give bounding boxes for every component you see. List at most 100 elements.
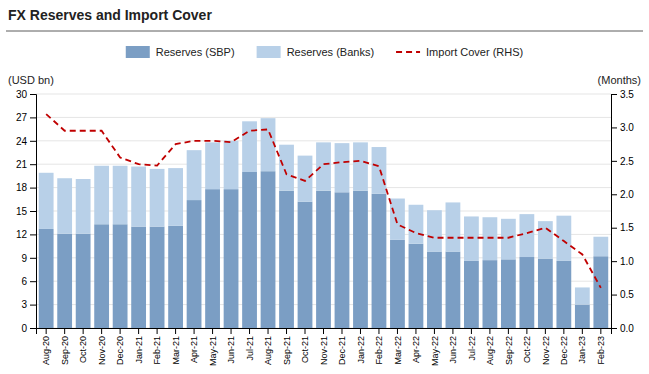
tick-label: Jul-22 (467, 336, 477, 361)
bar (205, 142, 220, 189)
tick: 24 (16, 136, 36, 147)
tick: Apr-22 (411, 328, 421, 363)
tick: 15 (16, 206, 36, 217)
tick-mark (600, 328, 601, 334)
marks (39, 114, 608, 328)
tick: Jun-22 (448, 328, 458, 364)
grid-line (36, 140, 611, 141)
tick-label: Oct-20 (78, 336, 88, 363)
tick: Aug-20 (41, 328, 51, 365)
bar (168, 226, 183, 328)
tick-mark (397, 328, 398, 334)
tick: 6 (21, 276, 36, 287)
bar (372, 194, 387, 328)
bar (409, 205, 424, 244)
legend-swatch (257, 46, 281, 58)
tick: 12 (16, 229, 36, 240)
tick-mark (30, 305, 36, 306)
tick-label: Nov-22 (541, 336, 551, 365)
tick: 18 (16, 182, 36, 193)
tick-label: 21 (16, 159, 28, 170)
bar (279, 145, 294, 191)
tick-mark (30, 234, 36, 235)
bar (446, 252, 461, 328)
bar-series (39, 118, 608, 304)
tick: Aug-22 (485, 328, 495, 365)
tick-label: 2.0 (620, 189, 634, 200)
bar (224, 189, 239, 328)
tick-label: May-21 (208, 336, 218, 366)
tick-label: Oct-22 (522, 336, 532, 363)
tick-mark (452, 328, 453, 334)
tick-mark (526, 328, 527, 334)
tick-mark (30, 94, 36, 95)
tick-mark (194, 328, 195, 334)
tick-mark (138, 328, 139, 334)
tick-label: 2.5 (620, 156, 634, 167)
tick-mark (360, 328, 361, 334)
tick-mark (489, 328, 490, 334)
bar (519, 214, 534, 257)
bar (335, 192, 350, 328)
tick-label: 3.0 (620, 122, 634, 133)
tick: Jul-21 (245, 328, 255, 361)
bar (372, 147, 387, 194)
tick: 1.0 (611, 256, 634, 267)
tick-mark (30, 164, 36, 165)
tick-label: 1.5 (620, 222, 634, 233)
bar (316, 142, 331, 190)
tick-label: Jun-22 (448, 336, 458, 364)
legend-swatch (126, 46, 150, 58)
tick-label: 9 (21, 253, 27, 264)
tick-mark (46, 328, 47, 334)
tick: 21 (16, 159, 36, 170)
tick: Sep-22 (504, 328, 514, 365)
plot: 0369121518212427300.00.51.01.52.02.53.03… (16, 89, 634, 366)
tick: May-21 (208, 328, 218, 366)
tick-label: Feb-23 (596, 336, 606, 365)
bar (150, 169, 165, 227)
bar (427, 210, 442, 251)
tick-mark (120, 328, 121, 334)
bar (298, 202, 313, 328)
tick: Feb-22 (374, 328, 384, 365)
axis-line (30, 95, 37, 329)
tick-label: Jan-22 (356, 336, 366, 364)
bar (94, 224, 109, 328)
bar (279, 191, 294, 328)
bar (483, 260, 498, 328)
tick-label: 18 (16, 182, 28, 193)
tick: Sep-21 (282, 328, 292, 365)
bar (538, 259, 553, 328)
bar (242, 172, 257, 328)
axis: 036912151821242730 (16, 89, 37, 334)
tick-mark (611, 94, 617, 95)
legend-item: Import Cover (RHS) (396, 46, 523, 58)
tick-mark (611, 161, 617, 162)
tick-label: Nov-20 (97, 336, 107, 365)
bar (261, 171, 276, 328)
axis-title: (USD bn) (8, 74, 54, 86)
tick: Dec-22 (559, 328, 569, 365)
bar (57, 234, 72, 328)
tick-mark (286, 328, 287, 334)
tick-label: Dec-21 (337, 336, 347, 365)
tick-label: Mar-22 (393, 336, 403, 365)
tick-mark (508, 328, 509, 334)
tick-mark (30, 281, 36, 282)
tick-label: Jan-23 (577, 336, 587, 364)
legend-item: Reserves (SBP) (126, 46, 235, 58)
tick-mark (64, 328, 65, 334)
tick: Nov-20 (97, 328, 107, 365)
bar (464, 261, 479, 328)
tick-mark (415, 328, 416, 334)
tick-mark (30, 141, 36, 142)
tick-mark (611, 295, 617, 296)
line (46, 114, 601, 288)
bar (131, 227, 146, 328)
tick: 3.5 (611, 89, 634, 100)
bar (224, 141, 239, 189)
bar (409, 244, 424, 328)
bar (519, 257, 534, 328)
tick: Dec-21 (337, 328, 347, 365)
